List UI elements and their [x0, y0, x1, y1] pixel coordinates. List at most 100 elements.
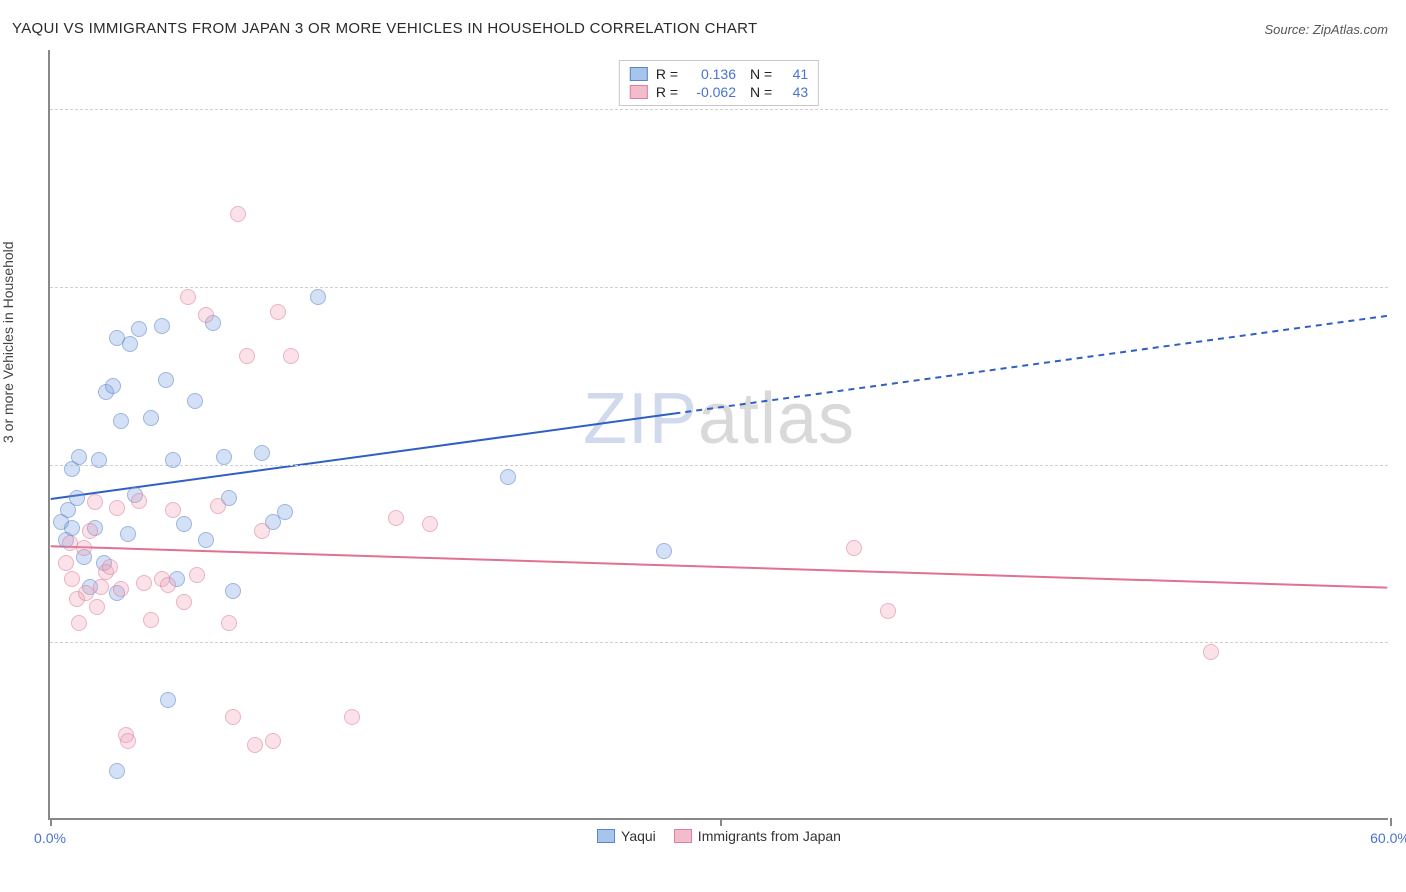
scatter-point: [500, 469, 516, 485]
watermark: ZIPatlas: [583, 378, 855, 460]
legend-stats: R = 0.136 N = 41 R = -0.062 N = 43: [619, 60, 819, 106]
y-axis-label: 3 or more Vehicles in Household: [0, 241, 16, 443]
scatter-point: [131, 493, 147, 509]
legend-item: Immigrants from Japan: [674, 828, 841, 844]
legend-swatch: [630, 67, 648, 81]
scatter-point: [656, 543, 672, 559]
scatter-point: [91, 452, 107, 468]
scatter-point: [230, 206, 246, 222]
legend-label: Immigrants from Japan: [698, 828, 841, 844]
scatter-point: [880, 603, 896, 619]
scatter-point: [187, 393, 203, 409]
legend-stat-row: R = -0.062 N = 43: [630, 83, 808, 101]
scatter-point: [69, 490, 85, 506]
y-tick-label: 45.0%: [1396, 279, 1406, 295]
legend-r-label: R =: [656, 66, 678, 82]
legend-n-label: N =: [750, 84, 772, 100]
legend-swatch: [674, 829, 692, 843]
legend-n-value: 43: [780, 84, 808, 100]
source-label: Source: ZipAtlas.com: [1264, 22, 1388, 37]
scatter-point: [93, 579, 109, 595]
scatter-point: [154, 318, 170, 334]
scatter-point: [76, 540, 92, 556]
x-tick: [1390, 818, 1392, 826]
scatter-point: [388, 510, 404, 526]
scatter-point: [265, 733, 281, 749]
scatter-point: [64, 520, 80, 536]
scatter-point: [1203, 644, 1219, 660]
scatter-point: [180, 289, 196, 305]
legend-r-value: 0.136: [686, 66, 736, 82]
scatter-point: [225, 583, 241, 599]
scatter-point: [283, 348, 299, 364]
scatter-point: [254, 445, 270, 461]
scatter-point: [113, 581, 129, 597]
scatter-point: [198, 532, 214, 548]
scatter-point: [113, 413, 129, 429]
legend-n-value: 41: [780, 66, 808, 82]
legend-n-label: N =: [750, 66, 772, 82]
gridline: [50, 109, 1388, 110]
scatter-point: [158, 372, 174, 388]
scatter-point: [109, 763, 125, 779]
legend-series: Yaqui Immigrants from Japan: [597, 828, 841, 844]
gridline: [50, 287, 1388, 288]
scatter-point: [71, 449, 87, 465]
scatter-point: [254, 523, 270, 539]
plot-area: ZIPatlas R =0.136N =41R =-0.062N =43 Yaq…: [48, 50, 1388, 820]
scatter-point: [122, 336, 138, 352]
scatter-point: [221, 615, 237, 631]
legend-item: Yaqui: [597, 828, 656, 844]
scatter-point: [82, 523, 98, 539]
scatter-point: [176, 516, 192, 532]
legend-r-value: -0.062: [686, 84, 736, 100]
legend-stat-row: R = 0.136 N = 41: [630, 65, 808, 83]
scatter-point: [105, 378, 121, 394]
x-tick-label: 60.0%: [1370, 830, 1406, 846]
scatter-point: [225, 709, 241, 725]
legend-swatch: [630, 85, 648, 99]
scatter-point: [131, 321, 147, 337]
scatter-point: [270, 304, 286, 320]
gridline: [50, 465, 1388, 466]
scatter-point: [102, 559, 118, 575]
x-tick: [50, 818, 52, 826]
scatter-point: [143, 410, 159, 426]
scatter-point: [120, 526, 136, 542]
scatter-point: [58, 555, 74, 571]
scatter-point: [239, 348, 255, 364]
scatter-point: [78, 585, 94, 601]
scatter-point: [422, 516, 438, 532]
scatter-point: [344, 709, 360, 725]
scatter-point: [109, 500, 125, 516]
scatter-point: [71, 615, 87, 631]
scatter-point: [310, 289, 326, 305]
scatter-point: [165, 502, 181, 518]
scatter-point: [120, 733, 136, 749]
legend-r-label: R =: [656, 84, 678, 100]
scatter-point: [277, 504, 293, 520]
y-tick-label: 15.0%: [1396, 634, 1406, 650]
scatter-point: [210, 498, 226, 514]
scatter-point: [216, 449, 232, 465]
scatter-point: [143, 612, 159, 628]
scatter-point: [64, 571, 80, 587]
scatter-point: [89, 599, 105, 615]
gridline: [50, 642, 1388, 643]
scatter-point: [160, 692, 176, 708]
scatter-point: [176, 594, 192, 610]
legend-swatch: [597, 829, 615, 843]
scatter-point: [87, 494, 103, 510]
scatter-point: [160, 577, 176, 593]
scatter-point: [198, 307, 214, 323]
chart-title: YAQUI VS IMMIGRANTS FROM JAPAN 3 OR MORE…: [12, 20, 758, 37]
scatter-point: [165, 452, 181, 468]
scatter-point: [247, 737, 263, 753]
x-tick: [720, 818, 722, 826]
x-tick-label: 0.0%: [34, 830, 66, 846]
legend-label: Yaqui: [621, 828, 656, 844]
y-tick-label: 60.0%: [1396, 101, 1406, 117]
scatter-point: [189, 567, 205, 583]
y-tick-label: 30.0%: [1396, 457, 1406, 473]
scatter-point: [136, 575, 152, 591]
